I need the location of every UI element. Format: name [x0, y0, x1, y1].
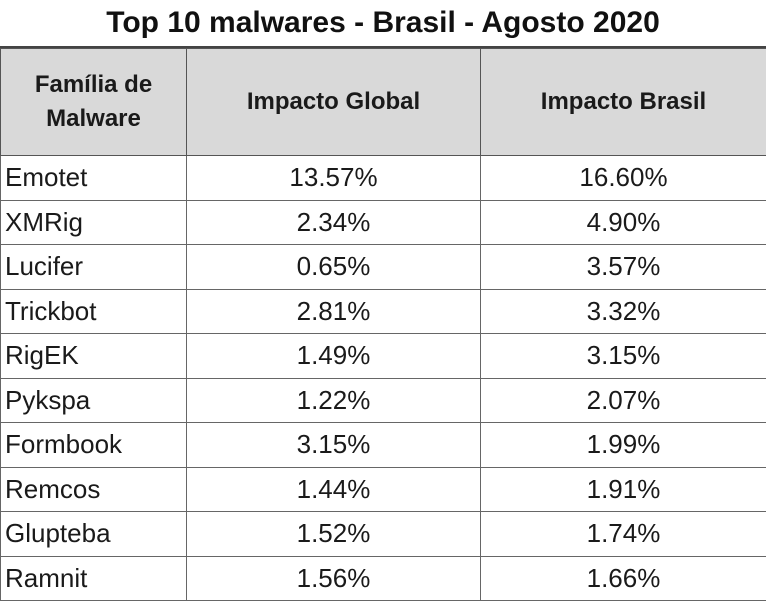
cell-global: 2.81% [187, 289, 481, 334]
cell-brasil: 1.74% [481, 512, 766, 557]
cell-family: Glupteba [1, 512, 187, 557]
cell-family: Pykspa [1, 378, 187, 423]
column-header-family: Família de Malware [1, 49, 187, 156]
cell-global: 1.52% [187, 512, 481, 557]
cell-global: 3.15% [187, 423, 481, 468]
cell-global: 0.65% [187, 245, 481, 290]
cell-brasil: 3.32% [481, 289, 766, 334]
column-header-global: Impacto Global [187, 49, 481, 156]
malware-table: Família de Malware Impacto Global Impact… [0, 48, 766, 601]
cell-brasil: 1.99% [481, 423, 766, 468]
cell-brasil: 1.91% [481, 467, 766, 512]
cell-global: 1.49% [187, 334, 481, 379]
column-header-brasil: Impacto Brasil [481, 49, 766, 156]
cell-brasil: 3.57% [481, 245, 766, 290]
cell-global: 2.34% [187, 200, 481, 245]
cell-family: Emotet [1, 156, 187, 201]
cell-brasil: 16.60% [481, 156, 766, 201]
cell-family: XMRig [1, 200, 187, 245]
cell-family: Formbook [1, 423, 187, 468]
cell-global: 1.56% [187, 556, 481, 601]
cell-family: Remcos [1, 467, 187, 512]
cell-global: 1.44% [187, 467, 481, 512]
cell-family: Ramnit [1, 556, 187, 601]
malware-table-figure: Top 10 malwares - Brasil - Agosto 2020 F… [0, 0, 766, 586]
header-row: Família de Malware Impacto Global Impact… [1, 49, 766, 156]
cell-family: RigEK [1, 334, 187, 379]
chart-title: Top 10 malwares - Brasil - Agosto 2020 [0, 0, 766, 48]
cell-brasil: 1.66% [481, 556, 766, 601]
cell-family: Trickbot [1, 289, 187, 334]
cell-global: 13.57% [187, 156, 481, 201]
cell-brasil: 2.07% [481, 378, 766, 423]
cell-global: 1.22% [187, 378, 481, 423]
cell-brasil: 4.90% [481, 200, 766, 245]
cell-brasil: 3.15% [481, 334, 766, 379]
cell-family: Lucifer [1, 245, 187, 290]
